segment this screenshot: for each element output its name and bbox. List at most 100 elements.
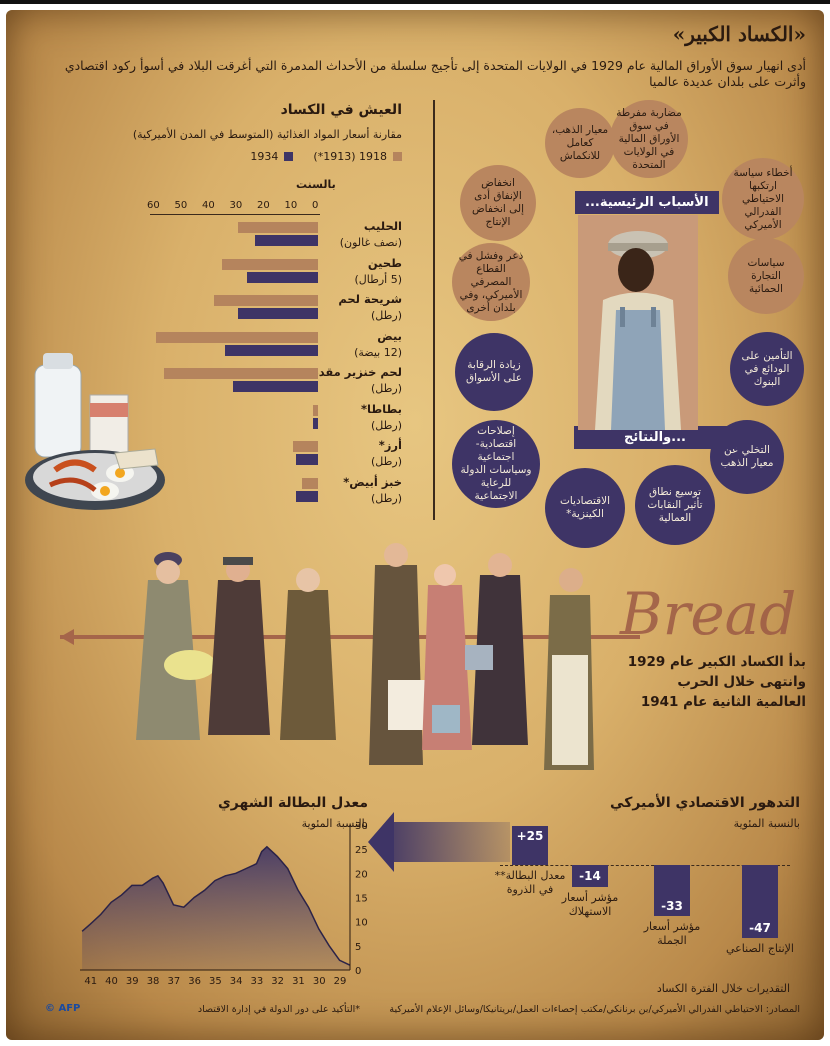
y-tick-label: 30 [355,821,368,832]
decline-value: -14 [579,868,601,883]
food-name: بطاطا* [360,401,402,416]
arrow-head-left-icon [60,629,74,645]
x-tick-label: 29 [334,976,347,987]
living-title: العيش في الكساد [280,102,402,118]
cause-bubble: انخفاض الإنفاق أدى إلى انخفاض الإنتاج [460,165,536,241]
unemployment-chart: 0 5 10 15 20 25 30 29 30 31 32 33 34 35 36 37 38 39 40 41 [80,821,368,987]
x-tick-label: 30 [313,976,326,987]
legend-1934: 1934 [250,150,279,163]
bar-1918 [312,404,318,416]
bar-1918 [293,441,318,452]
axis-tick-label: 0 [312,200,319,211]
food-unit: (رطل) [371,491,402,505]
cause-bubble: معيار الذهب، كعامل للانكماش [545,108,615,178]
section-divider [433,100,435,520]
decline-bar: +25 [512,826,548,865]
y-tick-label: 10 [355,918,368,929]
x-tick-label: 40 [105,976,118,987]
food-unit: (نصف غالون) [339,236,402,249]
x-tick-label: 38 [147,976,160,987]
food-name: الحليب [363,219,402,233]
axis-tick-label: 50 [174,200,188,211]
cause-bubble: سياسات التجارة الحمائية [728,238,804,314]
decline-value: -33 [661,899,683,914]
bar-1918 [301,477,318,489]
bar-1934 [232,381,318,392]
food-label: أرز* (رطل) [371,437,402,470]
causes-tag: الأسباب الرئيسية... [575,191,719,214]
x-tick-label: 35 [209,976,222,987]
y-tick-label: 20 [355,869,368,880]
decline-value: +25 [516,829,544,844]
bar-1934 [238,308,318,319]
x-tick-label: 31 [292,976,305,987]
food-unit: (رطل) [371,309,402,322]
unemployment-area [82,846,350,970]
food-label: بيض (12 بيضة) [354,328,402,361]
food-unit: (5 أرطال) [354,272,402,286]
consequence-bubble: إصلاحات اقتصادية- اجتماعية وسياسات الدول… [452,420,540,508]
decline-value: -47 [749,920,771,935]
axis-tick-label: 60 [147,200,160,211]
unemployment-line [81,845,351,966]
y-tick-label: 25 [355,845,368,856]
bread-sign: Bread [620,580,797,648]
legend-1918: 1918 (1913*) [313,150,387,163]
decline-bar: -33 [654,865,690,917]
food-label: لحم خنزير مقدد (رطل) [313,364,402,397]
axis-tick-label: 30 [229,200,243,211]
decline-bar: -14 [572,865,608,887]
cause-bubble: أخطاء سياسة ارتكبها الاحتياطي الفدرالي ا… [722,158,804,240]
consequence-bubble: توسيع نطاق تأثير النقابات العمالية [635,465,715,545]
consequence-bubble: زيادة الرقابة على الأسواق [455,333,533,411]
bar-1918 [221,258,318,270]
bar-1918 [155,331,318,343]
bar-1934 [296,454,318,465]
food-unit: (رطل) [371,418,402,432]
bar-1934 [312,417,318,429]
axis-tick-label: 40 [202,200,215,211]
footnote: *التأكيد على دور الدولة في إدارة الاقتصا… [197,1004,360,1015]
arrow-left-icon [368,812,394,872]
food-name: شريحة لحم [338,292,402,306]
bar-1934 [296,490,318,502]
sources: المصادر: الاحتياطي الفدرالي الأميركي/بن … [389,1004,800,1015]
cause-bubble: مضاربة مفرطة في سوق الأوراق المالية في ا… [610,100,688,178]
y-tick-label: 0 [355,966,361,977]
x-tick-label: 33 [251,976,264,987]
food-label: طحين (5 أرطال) [354,255,402,288]
decline-label: مؤشر أسعار الجملة [643,920,701,948]
worker-illustration [578,215,698,430]
food-unit: (رطل) [371,382,402,395]
food-unit: (رطل) [371,455,402,468]
bar-1918 [238,222,318,233]
x-tick-label: 37 [167,976,180,987]
consequence-bubble: الاقتصاديات الكينزية* [545,468,625,548]
legend: 1918 (1913*) 1934 [250,150,402,163]
x-tick-label: 36 [188,976,201,987]
bar-1934 [224,344,318,356]
x-tick-label: 39 [126,976,139,987]
food-label: الحليب (نصف غالون) [340,218,402,251]
y-tick-label: 5 [355,942,361,953]
y-tick-label: 15 [355,894,368,905]
consequences-tag: ...والنتائج [574,426,736,449]
consequence-bubble: التأمين على الودائع في البنوك [730,332,804,406]
legend-swatch-1918 [393,152,402,161]
unemployment-title: معدل البطالة الشهري [217,795,368,811]
unemployment-unit: بالنسبة المئوية [301,817,368,830]
decline-label: مؤشر أسعار الاستهلاك [561,890,619,918]
living-subtitle: مقارنة أسعار المواد الغذائية (المتوسط في… [132,128,402,141]
food-label: خبز أبيض* (رطل) [343,474,402,507]
link-arrow [392,822,510,862]
page-title: «الكساد الكبير» [672,22,806,46]
food-label: شريحة لحم (رطل) [338,291,402,324]
afp-logo: © AFP [45,1003,81,1014]
decline-label: الإنتاج الصناعي [725,941,794,955]
food-name: بيض [377,328,402,343]
x-tick-label: 32 [271,976,284,987]
food-axis-line [150,214,320,215]
axis-tick-label: 20 [257,200,270,211]
food-label: بطاطا* (رطل) [361,401,402,434]
axis-unit: بالسنت [296,178,336,191]
